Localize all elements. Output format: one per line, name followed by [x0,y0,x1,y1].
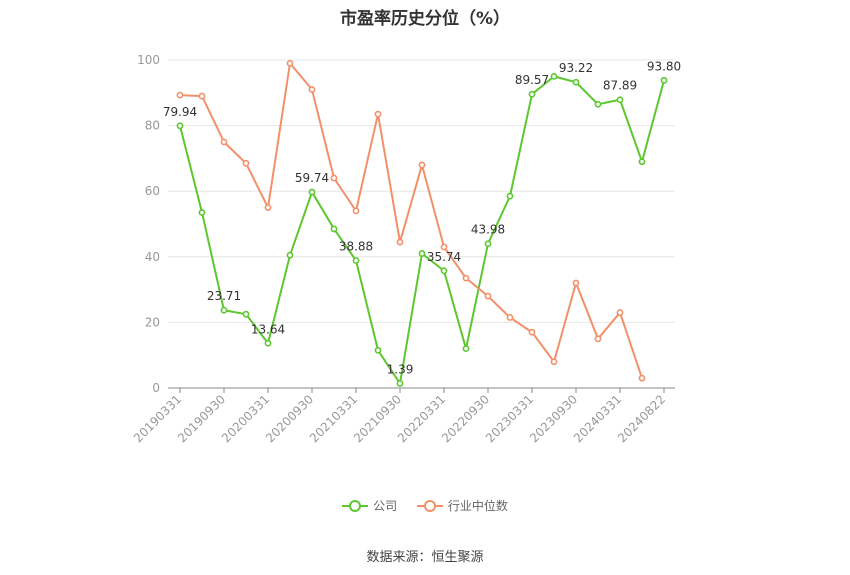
data-point-industry [220,138,228,146]
data-label: 13.64 [251,322,285,336]
data-label: 59.74 [295,171,329,185]
data-label: 23.71 [207,289,241,303]
data-point-company [396,380,404,387]
data-point-company [242,310,250,318]
data-label: 89.57 [515,73,549,87]
data-label: 93.80 [647,59,681,73]
chart-title: 市盈率历史分位（%） [339,9,511,29]
data-point-company [594,100,602,108]
data-point-company [462,345,470,353]
data-point-company [330,225,338,233]
data-point-industry [374,110,382,118]
data-label: 35.74 [427,250,461,264]
legend-label-industry: 行业中位数 [447,499,508,513]
data-label-layer: 79.94 23.71 13.64 59.74 38.88 1.39 35.74 43.98 8… [163,59,681,376]
data-label: 79.94 [163,105,197,119]
y-tick-label: 20 [145,315,160,329]
data-point-company [308,188,316,196]
data-point-company [264,339,272,347]
data-point-industry [594,335,602,343]
data-point-company [660,76,668,84]
data-point-industry [418,161,426,169]
data-point-company [374,346,382,354]
x-tick-label: 20240822 [615,392,668,445]
data-point-industry [484,292,492,300]
data-point-industry [528,328,536,336]
data-point-company [550,73,558,80]
data-point-industry [176,91,184,99]
data-point-industry [352,207,360,215]
data-point-industry [242,159,250,167]
legend-item-company[interactable]: 公司 [342,497,397,514]
data-point-industry [506,314,514,321]
data-point-company [572,78,580,86]
legend: 公司 行业中位数 [0,497,850,516]
legend-item-industry[interactable]: 行业中位数 [416,497,508,514]
data-point-industry [264,204,272,211]
data-label: 38.88 [339,239,373,253]
data-point-industry [638,374,646,382]
data-label: 87.89 [603,79,637,93]
legend-swatch-industry [416,499,443,513]
data-point-industry [198,92,206,100]
data-point-company [418,250,426,257]
y-tick-label: 40 [145,250,160,264]
data-point-industry [308,86,316,93]
series-layer [176,59,668,387]
series-line-company [179,75,665,385]
source-note: 数据来源：恒生聚源 [366,550,484,565]
y-tick-label: 100 [137,53,160,67]
data-point-industry [550,358,558,366]
data-label: 43.98 [471,223,505,237]
data-label: 1.39 [387,362,414,376]
data-point-company [220,306,228,314]
data-point-company [198,209,206,216]
axis-layer: 0204060801002019033120190930202003312020… [131,53,675,445]
data-point-company [352,257,360,264]
data-point-company [484,240,492,248]
data-point-company [506,192,514,200]
data-point-industry [616,309,624,316]
data-point-company [616,96,624,104]
y-tick-label: 60 [145,184,160,198]
data-point-industry [572,279,580,287]
data-point-company [638,158,646,166]
data-point-company [176,122,184,130]
y-tick-label: 0 [152,381,160,395]
series-line-industry [179,62,643,379]
data-point-company [528,90,536,98]
data-point-industry [396,238,404,246]
legend-label-company: 公司 [373,499,398,513]
data-point-industry [462,274,470,282]
data-point-company [440,267,448,275]
data-point-industry [440,243,448,251]
data-point-company [286,251,294,259]
data-point-industry [330,174,338,182]
grid-layer [168,59,675,323]
data-label: 93.22 [559,61,593,75]
y-tick-label: 80 [145,119,160,133]
data-point-industry [286,59,294,67]
legend-swatch-company [342,499,369,513]
